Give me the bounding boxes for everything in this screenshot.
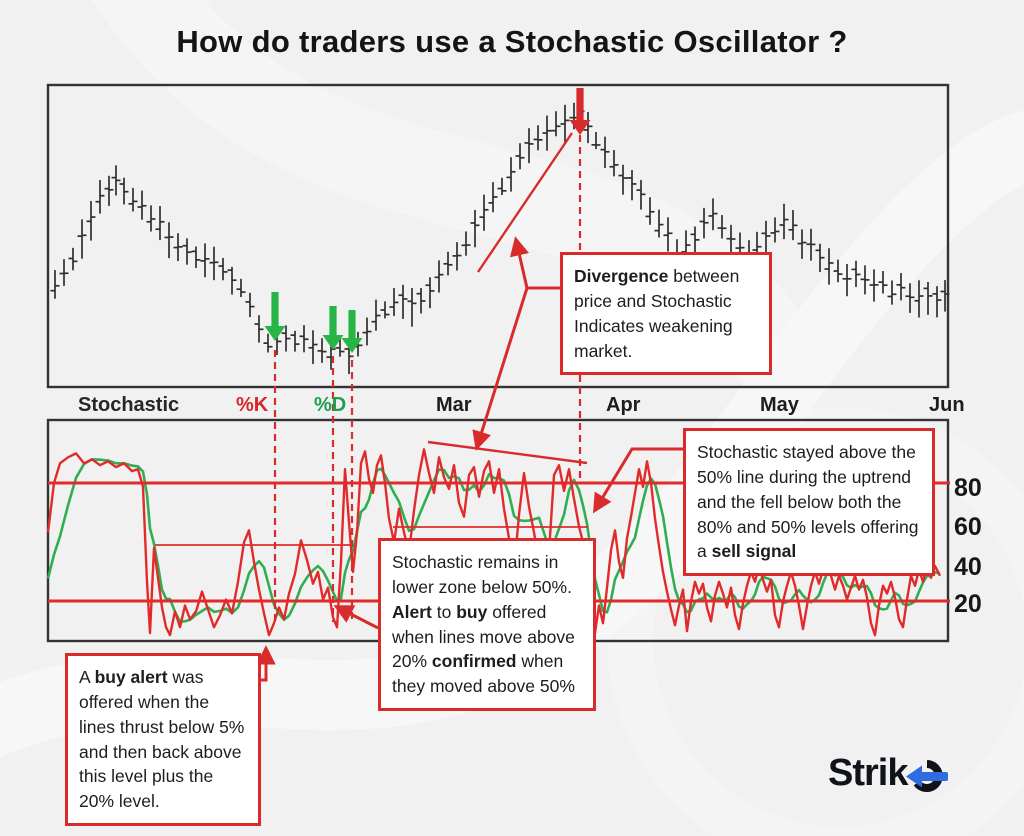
callout-divergence: Divergence between price and Stochastic … (560, 252, 772, 376)
signal-arrows (264, 88, 591, 353)
callout-sell-signal: Stochastic stayed above the 50% line dur… (683, 428, 935, 577)
k-line-legend: %K (236, 394, 269, 416)
price-ohlc-bars (50, 95, 950, 375)
callout-buy-alert: A buy alert was offered when the lines t… (65, 653, 261, 827)
month-label-may: May (760, 394, 799, 416)
month-label-jun: Jun (929, 394, 965, 416)
level-label-20: 20 (954, 590, 982, 618)
level-label-80: 80 (954, 474, 982, 502)
strike-logo: Strik (828, 752, 949, 795)
strike-logo-text: Strik (828, 752, 908, 794)
stochastic-panel-label: Stochastic (78, 394, 180, 416)
strike-logo-arrow-e-icon (906, 759, 949, 792)
callout-buy-alert-zone: Stochastic remains in lower zone below 5… (378, 538, 596, 712)
level-label-60: 60 (954, 513, 982, 541)
level-label-40: 40 (954, 553, 982, 581)
month-label-apr: Apr (606, 394, 641, 416)
page-title: How do traders use a Stochastic Oscillat… (176, 24, 848, 59)
d-line-legend: %D (314, 394, 347, 416)
month-label-mar: Mar (436, 394, 472, 416)
